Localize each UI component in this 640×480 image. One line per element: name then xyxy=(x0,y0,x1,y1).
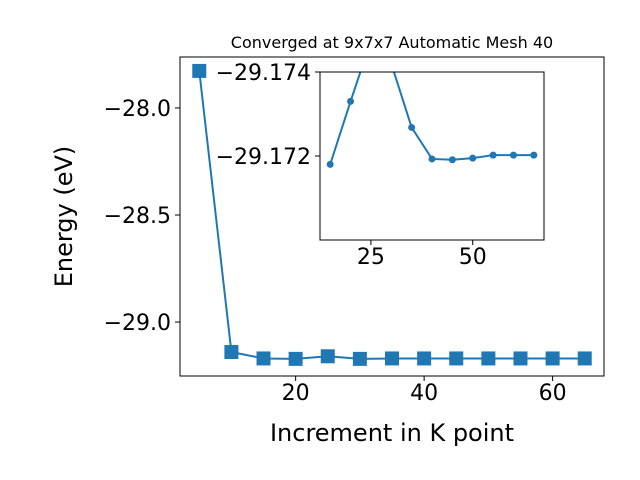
marker xyxy=(256,351,271,366)
plot-area xyxy=(192,63,592,366)
marker xyxy=(513,351,528,366)
x-tick-label: 50 xyxy=(459,245,487,270)
chart-title: Converged at 9x7x7 Automatic Mesh 40 xyxy=(231,33,553,52)
marker xyxy=(192,63,207,78)
marker xyxy=(224,345,239,360)
x-tick-label: 40 xyxy=(410,381,438,406)
marker xyxy=(545,351,560,366)
marker xyxy=(352,351,367,366)
marker xyxy=(320,349,335,364)
marker xyxy=(326,160,334,168)
marker xyxy=(428,155,436,163)
y-tick-label: −29.0 xyxy=(104,311,171,336)
marker xyxy=(448,156,456,164)
marker xyxy=(489,151,497,159)
marker xyxy=(288,351,303,366)
x-axis-label: Increment in K point xyxy=(270,419,514,447)
y-tick-label: −28.0 xyxy=(104,97,171,122)
y-tick-label: −29.172 xyxy=(216,145,311,170)
marker xyxy=(469,154,477,162)
marker xyxy=(408,123,416,131)
x-tick-label: 25 xyxy=(357,245,385,270)
marker xyxy=(530,151,538,159)
y-tick-label: −29.174 xyxy=(216,61,311,86)
plot-area xyxy=(326,72,538,168)
y-tick-label: −28.5 xyxy=(104,204,171,229)
x-tick-label: 20 xyxy=(282,381,310,406)
axes-frame xyxy=(179,56,605,377)
marker xyxy=(417,351,432,366)
marker xyxy=(481,351,496,366)
y-axis-label: Energy (eV) xyxy=(50,146,78,288)
marker xyxy=(385,351,399,366)
x-tick-label: 60 xyxy=(539,381,567,406)
marker xyxy=(347,97,355,105)
marker xyxy=(509,151,517,159)
marker xyxy=(577,351,592,366)
marker xyxy=(449,351,464,366)
